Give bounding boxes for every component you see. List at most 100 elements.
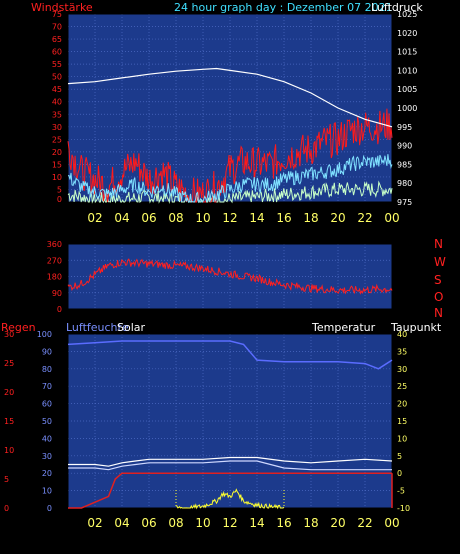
rain-y-tick-label: 30 [4, 330, 14, 339]
direction-compass-label: O [434, 290, 443, 304]
temperature-y-tick-label: 25 [397, 382, 407, 391]
wind-y-tick-label: 75 [52, 10, 62, 19]
wind-frame [67, 13, 393, 203]
pressure-y-tick-label: 975 [397, 198, 412, 207]
humidity-y-tick-label: 20 [42, 469, 52, 478]
pressure-y-tick-label: 1020 [397, 29, 417, 38]
wind-y-tick-label: 10 [52, 173, 62, 182]
weather-x-tick-label: 02 [87, 516, 102, 530]
direction-frame [67, 243, 393, 310]
weather-x-tick-label: 18 [303, 516, 318, 530]
humidity-y-tick-label: 70 [42, 382, 52, 391]
wind-x-tick-label: 12 [222, 211, 237, 225]
temperature-y-tick-label: 10 [397, 434, 407, 443]
wind-y-tick-label: 50 [52, 73, 62, 82]
wind-axis-title: Windstärke [31, 1, 93, 14]
wind-y-tick-label: 0 [57, 195, 62, 204]
humidity-y-tick-label: 80 [42, 365, 52, 374]
wind-y-tick-label: 45 [52, 85, 62, 94]
wind-y-tick-label: 25 [52, 135, 62, 144]
solar-title: Solar [117, 321, 146, 334]
temperature-title: Temperatur [311, 321, 376, 334]
temperature-y-tick-label: -5 [397, 487, 405, 496]
wind-min-series [67, 180, 393, 204]
temperature-y-tick-label: 30 [397, 365, 407, 374]
pressure-y-tick-label: 985 [397, 160, 412, 169]
wind-y-tick-label: 55 [52, 60, 62, 69]
wind-gust-series [67, 108, 393, 203]
wind-y-tick-label: 65 [52, 35, 62, 44]
humidity-y-tick-label: 100 [37, 330, 52, 339]
direction-compass-label: N [434, 306, 443, 320]
direction-compass-label: W [434, 255, 446, 269]
weather-x-tick-label: 00 [384, 516, 399, 530]
weather-x-tick-label: 14 [249, 516, 264, 530]
direction-y-tick-label: 360 [47, 240, 62, 249]
direction-y-tick-label: 270 [47, 256, 62, 265]
humidity-y-tick-label: 0 [47, 504, 52, 513]
temperature-y-tick-label: 35 [397, 347, 407, 356]
wind-x-tick-label: 06 [141, 211, 156, 225]
wind-y-tick-label: 15 [52, 160, 62, 169]
rain-y-tick-label: 5 [4, 475, 9, 484]
pressure-y-tick-label: 1005 [397, 85, 417, 94]
pressure-y-tick-label: 1015 [397, 48, 417, 57]
temperature-y-tick-label: 15 [397, 417, 407, 426]
wind-y-tick-label: 35 [52, 110, 62, 119]
chart-title: 24 hour graph day : Dezember 07 2021 [174, 1, 393, 14]
weather-x-tick-label: 12 [222, 516, 237, 530]
weather-frame [67, 333, 393, 509]
wind-x-tick-label: 00 [384, 211, 399, 225]
rain-y-tick-label: 0 [4, 504, 9, 513]
pressure-y-tick-label: 1000 [397, 104, 417, 113]
rain-y-tick-label: 15 [4, 417, 14, 426]
wind-y-tick-label: 70 [52, 23, 62, 32]
solar-series [175, 488, 285, 510]
dewpoint-title: Taupunkt [390, 321, 442, 334]
humidity-series [67, 340, 393, 370]
wind-direction-series [67, 258, 393, 295]
wind-y-tick-label: 20 [52, 148, 62, 157]
humidity-y-tick-label: 90 [42, 347, 52, 356]
pressure-y-tick-label: 990 [397, 142, 412, 151]
wind-y-tick-label: 60 [52, 48, 62, 57]
wind-y-tick-label: 40 [52, 98, 62, 107]
dewpoint-series [68, 460, 392, 471]
pressure-y-tick-label: 980 [397, 179, 412, 188]
temperature-series [68, 456, 393, 467]
direction-y-tick-label: 180 [47, 273, 62, 282]
temperature-y-tick-label: -10 [397, 504, 410, 513]
rain-humidity-temperature-panel: 0510152025300102030405060708090100-10-50… [4, 330, 410, 530]
pressure-series [67, 67, 393, 128]
humidity-y-tick-label: 10 [42, 487, 52, 496]
weather-x-tick-label: 20 [330, 516, 345, 530]
wind-x-tick-label: 10 [195, 211, 210, 225]
weather-x-tick-label: 06 [141, 516, 156, 530]
temperature-y-tick-label: 5 [397, 452, 402, 461]
pressure-y-tick-label: 995 [397, 123, 412, 132]
direction-y-tick-label: 90 [52, 289, 62, 298]
direction-compass-label: N [434, 237, 443, 251]
wind-x-tick-label: 18 [303, 211, 318, 225]
weather-x-tick-label: 10 [195, 516, 210, 530]
humidity-axis-title: Luftfeuchte [66, 321, 129, 334]
rain-series [68, 472, 392, 509]
weather-x-tick-label: 16 [276, 516, 291, 530]
humidity-y-tick-label: 60 [42, 400, 52, 409]
wind-y-tick-label: 5 [57, 185, 62, 194]
direction-y-tick-label: 0 [57, 305, 62, 314]
rain-y-tick-label: 20 [4, 388, 14, 397]
humidity-y-tick-label: 40 [42, 434, 52, 443]
temperature-y-tick-label: 20 [397, 400, 407, 409]
pressure-axis-title: Luftdruck [371, 1, 423, 14]
weather-x-tick-label: 04 [114, 516, 129, 530]
temperature-y-tick-label: 0 [397, 469, 402, 478]
humidity-y-tick-label: 50 [42, 417, 52, 426]
wind-x-tick-label: 22 [357, 211, 372, 225]
rain-y-tick-label: 10 [4, 446, 14, 455]
weather-x-tick-label: 08 [168, 516, 183, 530]
weather-x-tick-label: 22 [357, 516, 372, 530]
